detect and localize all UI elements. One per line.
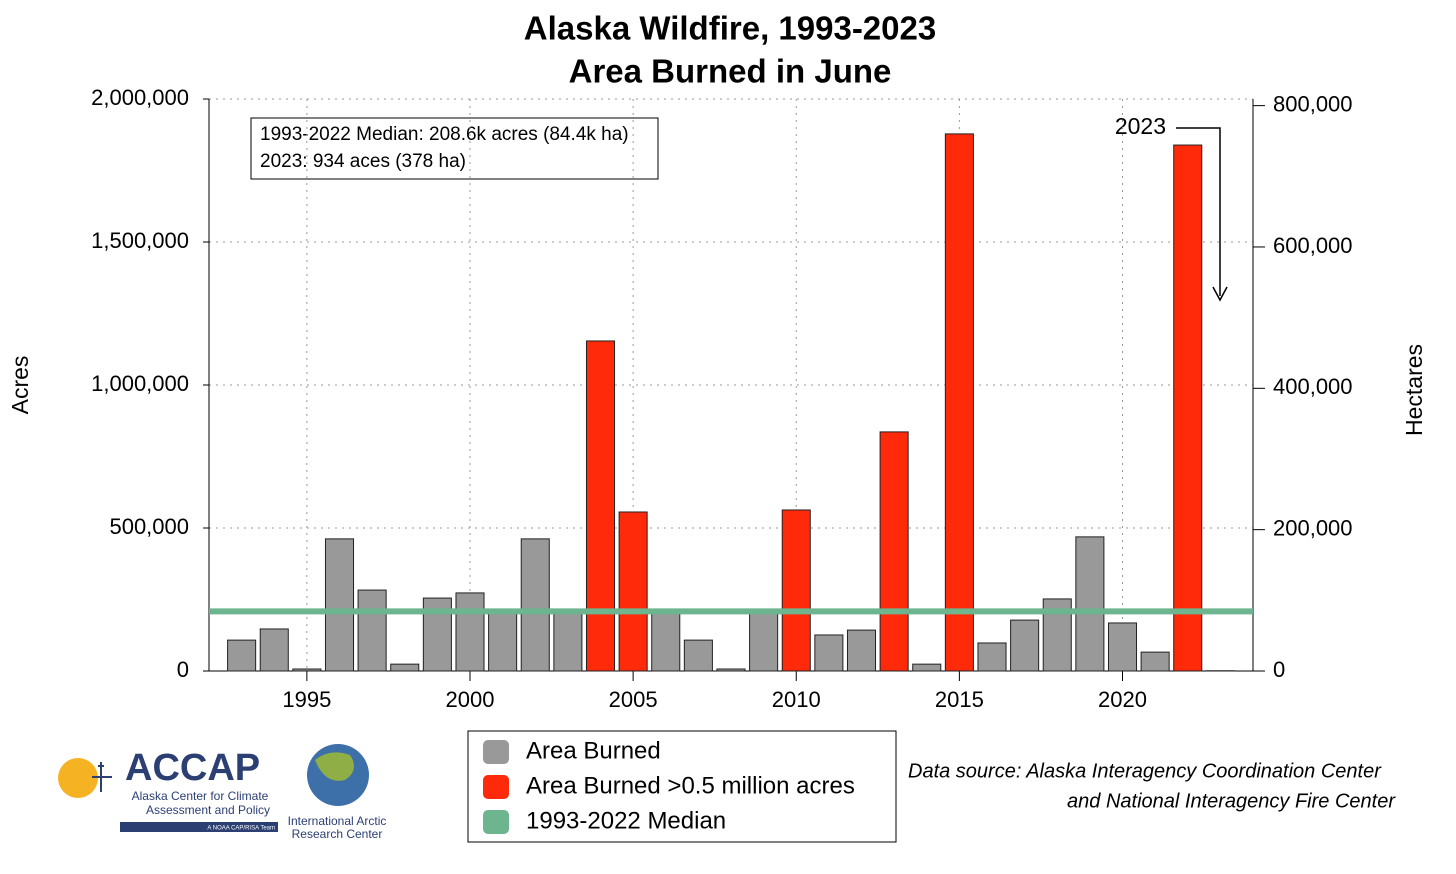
accap-band — [120, 822, 278, 832]
annotation-text: 1993-2022 Median: 208.6k acres (84.4k ha… — [260, 124, 629, 145]
bar — [846, 629, 877, 672]
x-tick-label: 2015 — [935, 687, 984, 712]
accap-name: Assessment and Policy — [146, 803, 270, 817]
iarc-name: Research Center — [292, 827, 383, 841]
chart-subtitle: Area Burned in June — [569, 53, 892, 90]
bar — [977, 642, 1007, 672]
bar — [944, 133, 974, 672]
annotation-text: 2023: 934 aces (378 ha) — [260, 151, 466, 172]
legend — [467, 730, 897, 843]
arrow-head — [1212, 286, 1228, 302]
bar — [618, 511, 648, 672]
bar — [1140, 651, 1170, 672]
x-tick-label: 2020 — [1098, 687, 1147, 712]
y-tick-label: 0 — [177, 657, 189, 682]
legend-swatch — [483, 810, 509, 834]
bar — [749, 609, 779, 672]
bar — [357, 589, 387, 672]
y2-tick-label: 600,000 — [1273, 233, 1353, 258]
source-text: Data source: Alaska Interagency Coordina… — [908, 760, 1382, 782]
legend-swatch — [483, 740, 509, 764]
bar — [1075, 536, 1105, 672]
y2-tick-label: 0 — [1273, 657, 1285, 682]
arrow-label: 2023 — [1115, 113, 1166, 139]
iarc-land — [315, 752, 354, 781]
bar — [259, 628, 289, 672]
bar — [585, 340, 616, 672]
bar — [1173, 144, 1203, 672]
accap-snowflake — [92, 762, 112, 792]
y-tick-label: 500,000 — [109, 514, 189, 539]
bar — [292, 668, 322, 672]
y2-axis-label: Hectares — [1401, 344, 1427, 436]
iarc-name: International Arctic — [288, 814, 387, 828]
annotation-box — [250, 117, 659, 180]
y-tick-label: 1,500,000 — [91, 228, 189, 253]
accap-logo: ACCAP — [125, 747, 260, 789]
legend-label: Area Burned >0.5 million acres — [526, 772, 855, 799]
x-tick-label: 2000 — [446, 687, 495, 712]
legend-label: Area Burned — [526, 737, 661, 764]
annotation-arrow — [1176, 127, 1221, 296]
x-tick-label: 1995 — [282, 687, 331, 712]
y-tick-label: 1,000,000 — [91, 371, 189, 396]
bar — [1010, 619, 1040, 672]
accap-sun — [58, 758, 98, 798]
bar — [781, 509, 811, 672]
accap-name: Alaska Center for Climate — [132, 789, 269, 803]
bar — [520, 538, 550, 672]
bar — [879, 431, 909, 672]
bar — [324, 538, 355, 672]
bar — [1107, 622, 1138, 672]
y2-tick-label: 800,000 — [1273, 91, 1353, 116]
x-tick-label: 2010 — [772, 687, 821, 712]
bar — [488, 612, 518, 672]
source-text: and National Interagency Fire Center — [1067, 790, 1396, 812]
y2-tick-label: 400,000 — [1273, 374, 1353, 399]
chart-title: Alaska Wildfire, 1993-2023 — [524, 10, 936, 47]
bar — [716, 668, 746, 672]
bar — [227, 639, 257, 672]
legend-swatch — [483, 775, 509, 799]
bar — [651, 610, 681, 672]
y2-tick-label: 200,000 — [1273, 515, 1353, 540]
bar — [814, 634, 844, 672]
y-tick-label: 2,000,000 — [91, 85, 189, 110]
bar — [455, 592, 485, 672]
bar — [683, 639, 713, 672]
bar — [553, 611, 583, 672]
accap-team: A NOAA CAP/RISA Team — [207, 826, 275, 832]
bar — [912, 663, 942, 672]
y-axis-label: Acres — [7, 356, 33, 415]
x-tick-label: 2005 — [609, 687, 658, 712]
bar — [390, 663, 420, 672]
legend-label: 1993-2022 Median — [526, 807, 726, 834]
